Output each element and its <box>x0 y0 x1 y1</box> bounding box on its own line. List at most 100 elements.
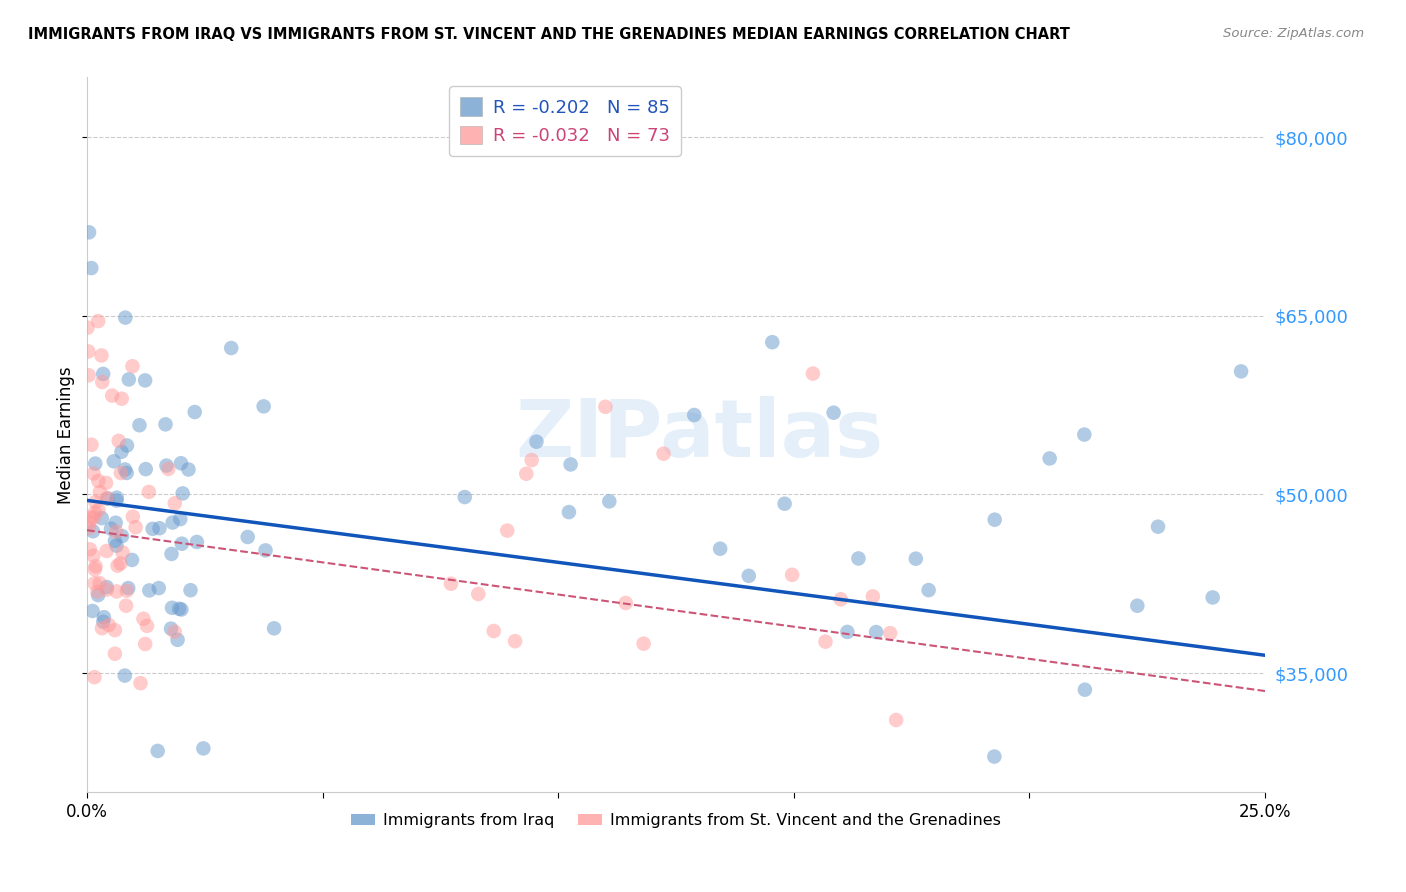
Point <box>89 485 111 500</box>
Point <box>138 485 160 500</box>
Text: ZIPatlas: ZIPatlas <box>516 396 884 474</box>
Point <box>162 516 184 530</box>
Point <box>101 388 124 402</box>
Point <box>183 405 205 419</box>
Point <box>773 497 796 511</box>
Point <box>454 490 477 504</box>
Point <box>142 522 165 536</box>
Point <box>160 622 183 636</box>
Point <box>983 749 1005 764</box>
Point <box>91 367 114 381</box>
Point <box>738 569 761 583</box>
Point <box>1147 519 1170 533</box>
Point <box>87 503 110 517</box>
Point <box>801 367 824 381</box>
Point <box>105 493 128 508</box>
Point <box>814 634 837 648</box>
Point <box>134 373 156 387</box>
Point <box>848 551 870 566</box>
Point <box>595 400 617 414</box>
Point <box>84 559 107 574</box>
Point <box>862 590 884 604</box>
Point <box>103 454 125 468</box>
Point <box>82 604 104 618</box>
Point <box>780 567 803 582</box>
Point <box>77 368 100 383</box>
Point <box>83 467 105 481</box>
Point <box>180 583 202 598</box>
Point <box>90 511 112 525</box>
Point <box>904 551 927 566</box>
Point <box>166 632 188 647</box>
Point <box>138 583 160 598</box>
Point <box>163 624 186 639</box>
Point <box>983 513 1005 527</box>
Point <box>683 408 706 422</box>
Point <box>170 537 193 551</box>
Point <box>115 599 138 613</box>
Point <box>520 453 543 467</box>
Point <box>1230 364 1253 378</box>
Point <box>93 610 115 624</box>
Point <box>253 400 276 414</box>
Point <box>263 621 285 635</box>
Point <box>79 515 101 529</box>
Point <box>170 602 193 616</box>
Point <box>96 544 118 558</box>
Point <box>104 647 127 661</box>
Point <box>77 344 100 359</box>
Point <box>155 458 177 473</box>
Point <box>1074 682 1097 697</box>
Point <box>83 510 105 524</box>
Point <box>440 576 463 591</box>
Point <box>105 584 128 599</box>
Point <box>236 530 259 544</box>
Point <box>90 348 112 362</box>
Point <box>87 474 110 488</box>
Point <box>96 580 118 594</box>
Point <box>115 466 138 480</box>
Point <box>107 558 129 573</box>
Point <box>761 335 783 350</box>
Point <box>79 542 101 557</box>
Legend: Immigrants from Iraq, Immigrants from St. Vincent and the Grenadines: Immigrants from Iraq, Immigrants from St… <box>344 806 1008 834</box>
Point <box>157 462 180 476</box>
Point <box>100 522 122 536</box>
Point <box>84 562 107 576</box>
Point <box>219 341 242 355</box>
Point <box>83 576 105 591</box>
Point <box>96 582 118 597</box>
Point <box>104 623 127 637</box>
Point <box>114 462 136 476</box>
Point <box>118 372 141 386</box>
Point <box>160 600 183 615</box>
Point <box>115 583 138 598</box>
Point <box>111 392 134 406</box>
Point <box>155 417 177 432</box>
Point <box>111 545 134 559</box>
Point <box>114 310 136 325</box>
Point <box>87 314 110 328</box>
Point <box>82 524 104 539</box>
Point <box>91 375 114 389</box>
Point <box>823 406 845 420</box>
Point <box>94 475 117 490</box>
Point <box>84 495 107 509</box>
Point <box>614 596 637 610</box>
Point <box>496 524 519 538</box>
Point <box>503 634 526 648</box>
Point <box>1039 451 1062 466</box>
Point <box>163 496 186 510</box>
Text: IMMIGRANTS FROM IRAQ VS IMMIGRANTS FROM ST. VINCENT AND THE GRENADINES MEDIAN EA: IMMIGRANTS FROM IRAQ VS IMMIGRANTS FROM … <box>28 27 1070 42</box>
Point <box>97 491 120 506</box>
Point <box>830 592 852 607</box>
Point <box>105 524 128 539</box>
Point <box>560 458 582 472</box>
Point <box>177 462 200 476</box>
Point <box>633 637 655 651</box>
Point <box>77 225 100 239</box>
Point <box>1201 591 1223 605</box>
Point <box>77 521 100 535</box>
Point <box>709 541 731 556</box>
Point <box>82 549 104 563</box>
